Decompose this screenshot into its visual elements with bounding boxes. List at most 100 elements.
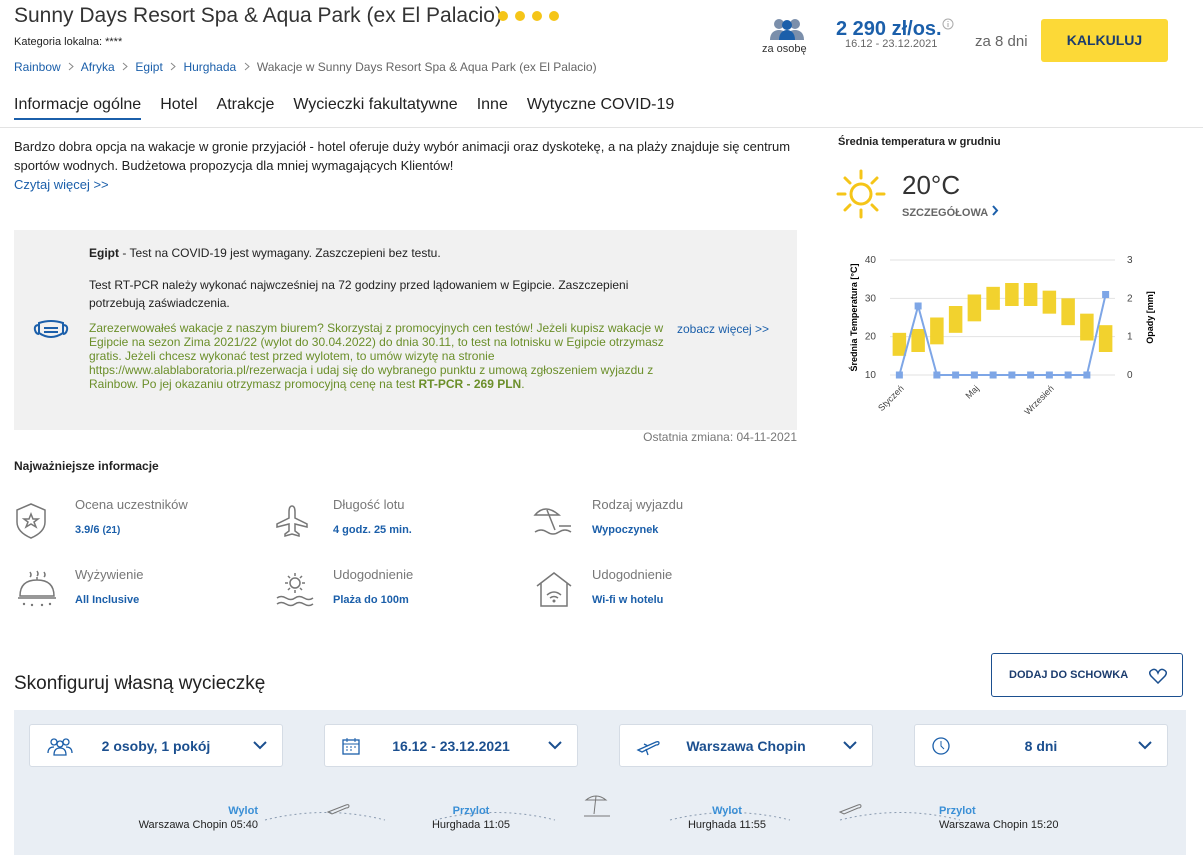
- y2-tick-label: 1: [1127, 332, 1133, 343]
- covid-line1: Egipt - Test na COVID-19 jest wymagany. …: [89, 246, 441, 260]
- tab-active[interactable]: Informacje ogólne: [14, 96, 142, 120]
- info-label: Udogodnienie: [333, 567, 414, 582]
- covid-line2: Test RT-PCR należy wykonać najwcześniej …: [89, 278, 629, 310]
- description: Bardzo dobra opcja na wakacje w gronie p…: [14, 139, 791, 173]
- selector[interactable]: 2 osoby, 1 pokój: [29, 724, 283, 767]
- y-tick-label: 20: [865, 332, 877, 343]
- plane-icon: [636, 741, 660, 756]
- sun-sea-icon: [276, 573, 314, 607]
- details-link[interactable]: SZCZEGÓŁOWA: [902, 205, 999, 219]
- covid-country: Egipt: [89, 246, 119, 260]
- y2-tick-label: 2: [1127, 293, 1133, 304]
- flight-place: Hurghada 11:05: [431, 819, 511, 831]
- breadcrumb[interactable]: Hurghada: [183, 60, 237, 74]
- dropdown-arrow: [1138, 741, 1152, 750]
- chevron: [170, 62, 176, 71]
- temperature-bar: [892, 332, 907, 356]
- precipitation-point: [1008, 371, 1016, 379]
- calculate-button[interactable]: KALKULUJ: [1041, 19, 1168, 62]
- read-more[interactable]: Czytaj więcej >>: [14, 177, 109, 192]
- breadcrumbs: Rainbow Afryka Egipt Hurghada Wakacje w …: [14, 60, 597, 74]
- precipitation-point: [1064, 371, 1072, 379]
- info-value: 3.9/6 (21): [75, 524, 120, 536]
- sun-icon: [836, 169, 886, 219]
- info-value: 4 godz. 25 min.: [333, 524, 412, 536]
- promo-text: Zarezerwowałeś wakacje z naszym biurem? …: [89, 321, 664, 391]
- temperature-bar: [986, 286, 1000, 310]
- tab[interactable]: Hotel: [160, 96, 198, 113]
- divider: [0, 127, 1203, 128]
- climate-chart: 10 20 30 40 0 1 2 3 Średnia Temperatura [°C] Opad…: [848, 255, 1155, 417]
- info-value: All Inclusive: [75, 594, 140, 606]
- selector-value: Warszawa Chopin: [686, 738, 806, 754]
- precipitation-point: [1083, 371, 1091, 379]
- y-axis-label: Średnia Temperatura [°C]: [848, 264, 859, 372]
- chevron: [68, 62, 74, 71]
- temperature-bar: [1023, 283, 1038, 306]
- temperature-bar: [1098, 325, 1113, 352]
- weather-title: Średnia temperatura w grudniu: [838, 136, 1001, 148]
- y2-tick-label: 3: [1127, 255, 1133, 266]
- tab[interactable]: Atrakcje: [216, 96, 275, 113]
- selector[interactable]: Warszawa Chopin: [619, 724, 873, 767]
- flight-label: Przylot: [452, 805, 490, 817]
- rating-count: (21): [102, 525, 121, 536]
- promo-end: .: [521, 377, 525, 391]
- configure-title: Skonfiguruj własną wycieczkę: [14, 673, 266, 694]
- breadcrumb[interactable]: Egipt: [135, 60, 163, 74]
- info-label: Długość lotu: [333, 497, 405, 512]
- wifi-icon: [536, 572, 572, 607]
- covid-more[interactable]: zobacz więcej >>: [677, 322, 770, 336]
- flight-place: Warszawa Chopin 15:20: [939, 819, 1059, 831]
- selector[interactable]: 8 dni: [914, 724, 1168, 767]
- precipitation-point: [1027, 371, 1035, 379]
- chevron: [244, 62, 250, 71]
- breadcrumb[interactable]: Rainbow: [14, 60, 61, 74]
- dropdown-arrow: [253, 741, 267, 750]
- info-title: Najważniejsze informacje: [14, 459, 159, 473]
- flight-label: Przylot: [939, 805, 976, 817]
- info-icon[interactable]: [942, 18, 954, 30]
- rating: 3.9/6: [75, 524, 100, 536]
- people-icon: [47, 738, 73, 756]
- x-tick-label: Styczeń: [876, 383, 906, 413]
- flight-place: Warszawa Chopin 05:40: [138, 819, 258, 831]
- save-button[interactable]: DODAJ DO SCHOWKA: [991, 653, 1183, 697]
- last-change: Ostatnia zmiana: 04-11-2021: [643, 430, 797, 444]
- tab[interactable]: Inne: [476, 96, 508, 113]
- route-line: [264, 795, 960, 821]
- temperature-bar: [1080, 313, 1094, 341]
- y2-axis-label: Opady [mm]: [1145, 291, 1155, 344]
- tab[interactable]: Wytyczne COVID-19: [526, 96, 675, 113]
- chevron: [122, 62, 128, 71]
- info-label: Udogodnienie: [592, 567, 673, 582]
- beach-icon: [533, 508, 572, 535]
- calendar-icon: [342, 738, 360, 755]
- tab[interactable]: Wycieczki fakultatywne: [293, 96, 458, 113]
- flight-place: Hurghada 11:55: [687, 819, 767, 831]
- x-tick-label: Wrzesień: [1022, 383, 1055, 416]
- precipitation-point: [895, 371, 903, 379]
- clock-icon: [932, 737, 950, 755]
- y-tick-label: 30: [865, 293, 877, 304]
- flight-label: Wylot: [712, 805, 742, 817]
- temperature-bar: [1061, 298, 1075, 326]
- precipitation-point: [933, 371, 941, 379]
- category: Kategoria lokalna: ****: [14, 36, 123, 48]
- info-value: Wypoczynek: [592, 524, 659, 536]
- people-icon: [770, 19, 804, 40]
- precipitation-point: [914, 302, 922, 310]
- flight-label: Wylot: [228, 805, 258, 817]
- x-tick-label: Maj: [963, 383, 980, 400]
- dropdown-arrow: [548, 741, 562, 750]
- breadcrumb[interactable]: Afryka: [80, 60, 115, 74]
- info-value: Plaża do 100m: [333, 594, 409, 606]
- temperature-bar: [1005, 283, 1019, 306]
- selector-value: 8 dni: [1024, 738, 1058, 754]
- selector[interactable]: 16.12 - 23.12.2021: [324, 724, 578, 767]
- info-label: Ocena uczestników: [75, 497, 188, 512]
- precipitation-point: [952, 371, 960, 379]
- covid-text: - Test na COVID-19 jest wymagany. Zaszcz…: [119, 246, 441, 260]
- temperature-bar: [911, 329, 925, 352]
